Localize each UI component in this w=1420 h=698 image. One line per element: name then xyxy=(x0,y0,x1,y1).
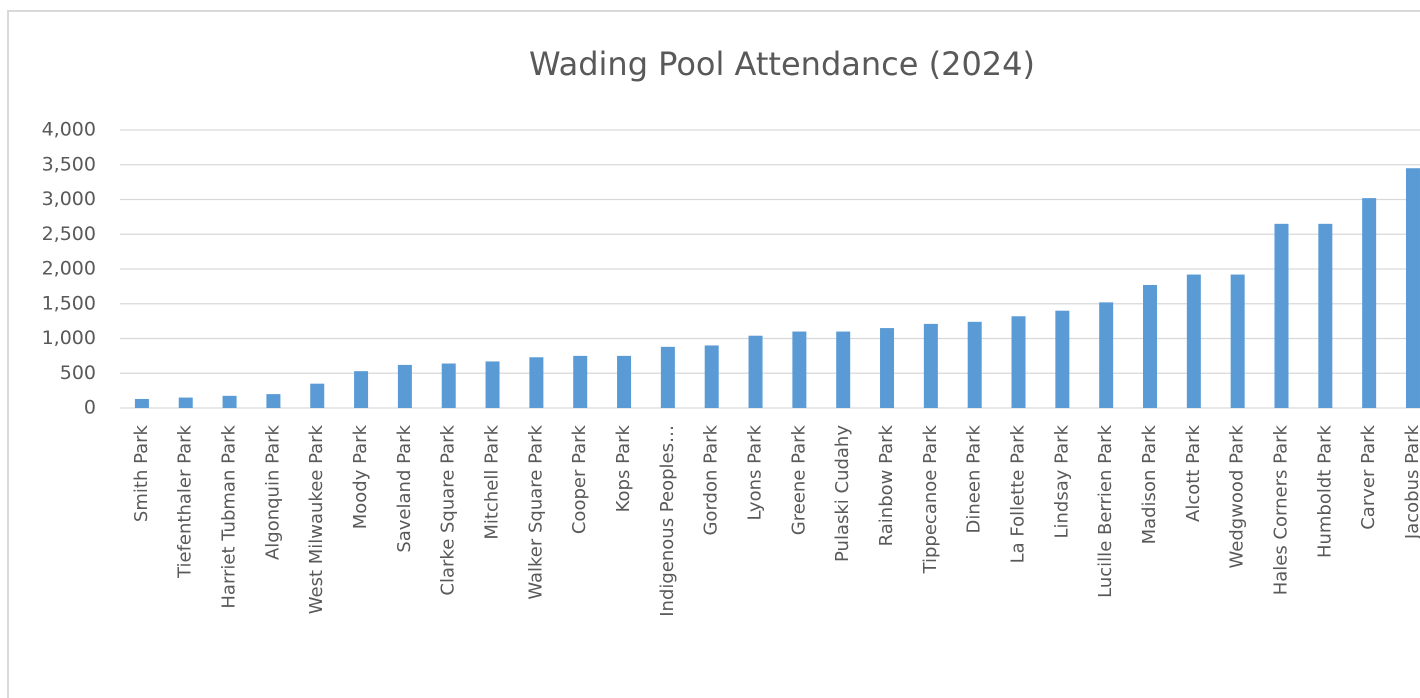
x-tick-label: Cooper Park xyxy=(569,424,590,534)
bar xyxy=(704,345,719,408)
bar xyxy=(836,331,851,408)
bar xyxy=(1099,302,1114,408)
y-tick-label: 500 xyxy=(60,362,96,384)
y-tick-label: 2,500 xyxy=(42,223,96,245)
bar xyxy=(1143,284,1158,408)
bar xyxy=(880,328,895,408)
chart-title: Wading Pool Attendance (2024) xyxy=(529,45,1035,83)
bar xyxy=(573,355,588,408)
y-tick-label: 0 xyxy=(84,397,96,419)
bar xyxy=(1274,223,1289,408)
x-tick-label: Tippecanoe Park xyxy=(920,424,941,574)
bar xyxy=(1186,274,1201,408)
x-tick-label: Madison Park xyxy=(1139,424,1160,544)
bar xyxy=(660,346,675,408)
y-tick-label: 4,000 xyxy=(42,119,96,141)
x-tick-label: Rainbow Park xyxy=(876,424,897,546)
bar xyxy=(178,397,193,408)
x-tick-label: Saveland Park xyxy=(394,424,415,552)
bar xyxy=(1362,198,1377,408)
y-tick-label: 1,000 xyxy=(42,327,96,349)
bar xyxy=(617,355,632,408)
x-tick-label: Humboldt Park xyxy=(1314,424,1335,558)
x-tick-label: Carver Park xyxy=(1358,424,1379,529)
y-tick-label: 2,000 xyxy=(42,258,96,280)
bar xyxy=(485,361,500,408)
bar xyxy=(397,364,412,408)
x-tick-label: Harriet Tubman Park xyxy=(219,424,240,608)
bar xyxy=(529,357,544,408)
bar xyxy=(266,394,281,408)
x-tick-label: Wedgwood Park xyxy=(1227,424,1248,568)
bar xyxy=(1318,223,1333,408)
x-tick-label: Smith Park xyxy=(131,424,152,522)
x-tick-label: Jacobus Park xyxy=(1402,424,1420,540)
y-tick-label: 1,500 xyxy=(42,292,96,314)
bar xyxy=(1011,316,1026,408)
bar xyxy=(1055,310,1070,408)
x-tick-label: Hales Corners Park xyxy=(1270,424,1291,595)
x-tick-label: Moody Park xyxy=(350,424,371,529)
x-tick-label: Alcott Park xyxy=(1183,424,1204,522)
x-tick-label: Walker Square Park xyxy=(525,424,546,599)
x-tick-label: Lyons Park xyxy=(745,424,766,520)
bar xyxy=(1230,274,1245,408)
bar xyxy=(310,383,325,408)
x-tick-label: Dineen Park xyxy=(964,424,985,533)
bar xyxy=(792,331,807,408)
bar xyxy=(354,371,369,408)
bar xyxy=(967,321,982,408)
x-tick-label: Kops Park xyxy=(613,424,634,512)
bar xyxy=(923,323,938,408)
x-tick-label: Tiefenthaler Park xyxy=(175,424,196,579)
x-tick-label: Lucille Berrien Park xyxy=(1095,424,1116,597)
x-tick-label: Indigenous Peoples… xyxy=(657,425,678,617)
y-tick-label: 3,000 xyxy=(42,188,96,210)
x-tick-label: Greene Park xyxy=(788,424,809,535)
x-tick-label: Pulaski Cudahy xyxy=(832,425,853,562)
x-tick-label: La Follette Park xyxy=(1008,424,1029,563)
bar xyxy=(748,335,763,408)
bar xyxy=(134,398,149,408)
x-tick-label: Mitchell Park xyxy=(482,424,503,539)
bar xyxy=(1405,168,1420,408)
y-tick-label: 3,500 xyxy=(42,153,96,175)
x-tick-label: Gordon Park xyxy=(701,424,722,535)
x-tick-label: Algonquin Park xyxy=(262,424,283,560)
x-tick-label: West Milwaukee Park xyxy=(306,424,327,614)
bar xyxy=(441,363,456,408)
x-tick-label: Clarke Square Park xyxy=(438,424,459,595)
x-tick-label: Lindsay Park xyxy=(1051,424,1072,538)
bar xyxy=(222,395,237,408)
